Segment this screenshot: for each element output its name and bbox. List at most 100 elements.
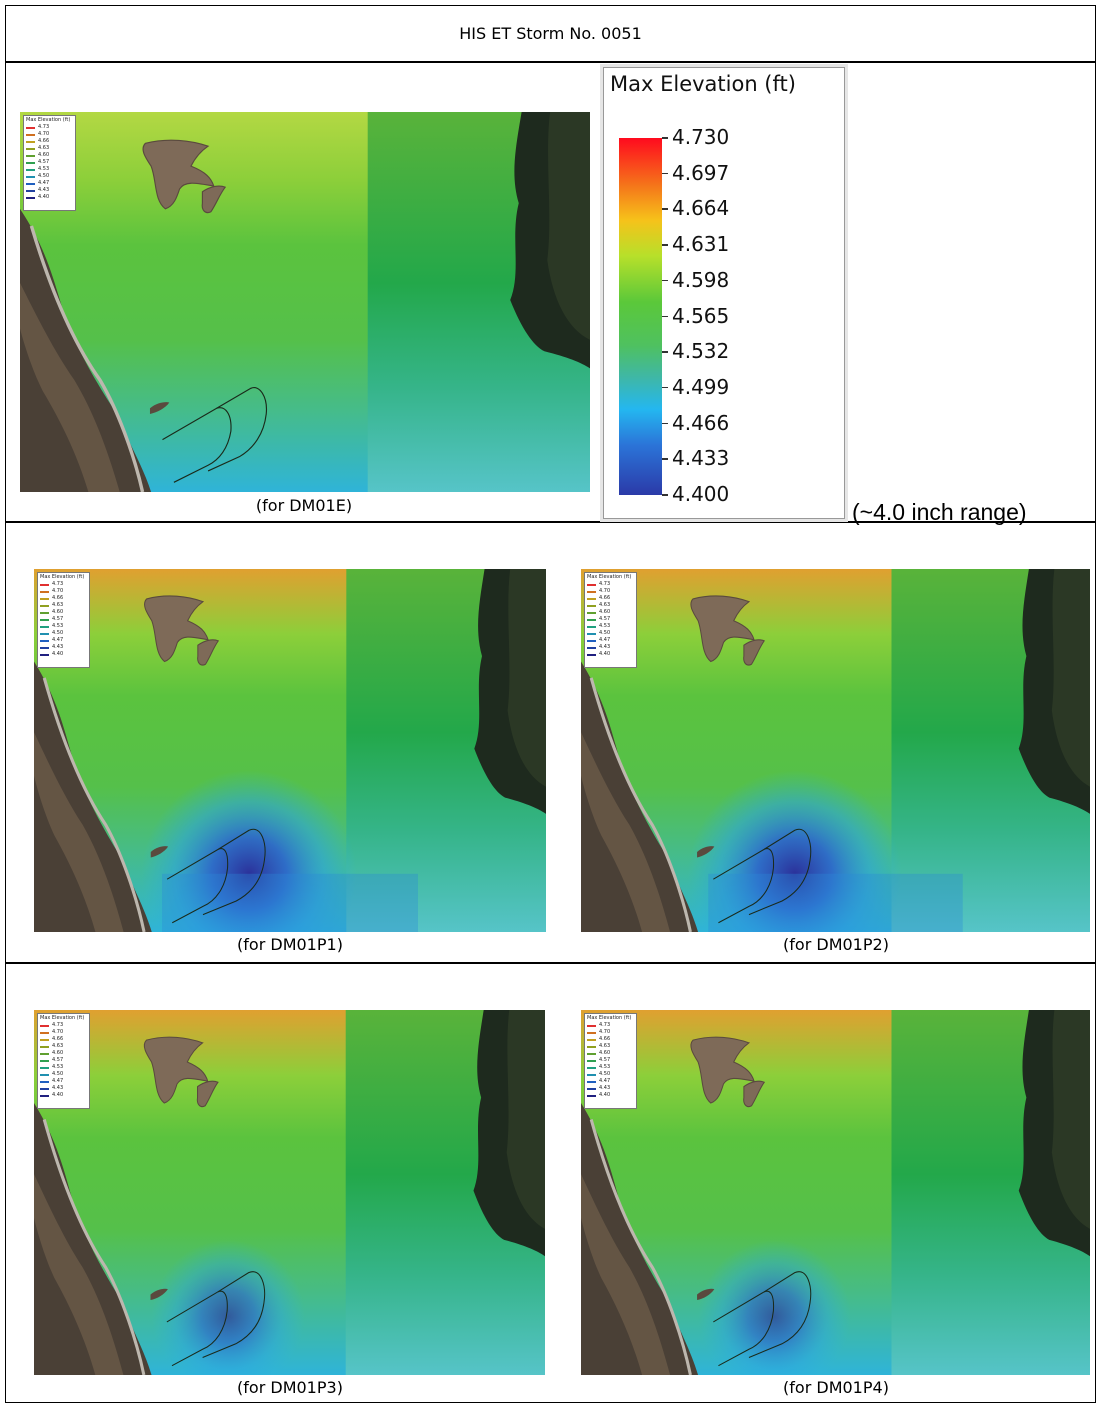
caption-dm01p3: (for DM01P3) <box>237 1378 343 1397</box>
mini-legend-title: Max Elevation (ft) <box>587 1015 632 1021</box>
mini-legend-entry: 4.47 <box>587 1078 634 1085</box>
mini-legend-value: 4.47 <box>52 1078 64 1084</box>
mini-legend-value: 4.60 <box>52 609 64 615</box>
mini-legend-entry: 4.40 <box>26 194 73 201</box>
mini-legend-value: 4.50 <box>599 1071 611 1077</box>
mini-legend-value: 4.70 <box>599 588 611 594</box>
mini-legend-entry: 4.63 <box>40 1043 87 1050</box>
mini-legend-value: 4.57 <box>599 1057 611 1063</box>
mini-legend-value: 4.60 <box>38 152 50 158</box>
mini-legend-swatch <box>26 140 35 143</box>
mini-legend-entry: 4.50 <box>587 1071 634 1078</box>
mini-legend-swatch <box>40 1080 49 1083</box>
mini-legend-entry: 4.70 <box>587 588 634 595</box>
mini-legend-swatch <box>587 1073 596 1076</box>
mini-legend-swatch <box>26 189 35 192</box>
mini-legend-swatch <box>587 1024 596 1027</box>
mini-legend-swatch <box>40 1087 49 1090</box>
mini-legend-title: Max Elevation (ft) <box>40 1015 85 1021</box>
mini-legend-value: 4.60 <box>52 1050 64 1056</box>
table-frame <box>5 5 1096 1403</box>
mini-legend-entry: 4.63 <box>26 145 73 152</box>
legend-tick <box>662 137 668 139</box>
mini-legend: Max Elevation (ft) 4.73 4.70 4.66 4.63 4.60 4.… <box>23 115 76 211</box>
legend-tick <box>662 244 668 246</box>
mini-legend-swatch <box>40 625 49 628</box>
mini-legend-swatch <box>26 168 35 171</box>
mini-legend-value: 4.73 <box>52 1022 64 1028</box>
mini-legend-entry: 4.70 <box>40 1029 87 1036</box>
mini-legend-swatch <box>40 583 49 586</box>
legend-tick <box>662 458 668 460</box>
mini-legend-swatch <box>40 611 49 614</box>
legend-tick-label: 4.565 <box>672 303 730 328</box>
mini-legend-swatch <box>587 1052 596 1055</box>
mini-legend-value: 4.66 <box>52 595 64 601</box>
mini-legend-entry: 4.60 <box>587 1050 634 1057</box>
mini-legend-value: 4.63 <box>599 602 611 608</box>
mini-legend-value: 4.40 <box>38 194 50 200</box>
elevation-map <box>34 569 546 932</box>
mini-legend-entry: 4.60 <box>26 152 73 159</box>
mini-legend-swatch <box>26 154 35 157</box>
mini-legend-entry: 4.60 <box>587 609 634 616</box>
map-panel-dm01p4: Max Elevation (ft) 4.73 4.70 4.66 4.63 4.60 4.… <box>581 1010 1090 1375</box>
mini-legend-entry: 4.57 <box>587 1057 634 1064</box>
legend-tick-label: 4.730 <box>672 125 730 149</box>
mini-legend-entry: 4.63 <box>40 602 87 609</box>
mini-legend-value: 4.40 <box>52 651 64 657</box>
mini-legend-entry: 4.53 <box>587 623 634 630</box>
mini-legend-entry: 4.50 <box>40 630 87 637</box>
mini-legend-swatch <box>587 1094 596 1097</box>
mini-legend-value: 4.66 <box>52 1036 64 1042</box>
map-panel-dm01p3: Max Elevation (ft) 4.73 4.70 4.66 4.63 4.60 4.… <box>34 1010 545 1375</box>
mini-legend-value: 4.73 <box>52 581 64 587</box>
mini-legend-value: 4.73 <box>38 124 50 130</box>
mini-legend-entry: 4.57 <box>40 1057 87 1064</box>
mini-legend-value: 4.53 <box>52 623 64 629</box>
mini-legend-swatch <box>587 618 596 621</box>
mini-legend-value: 4.73 <box>599 1022 611 1028</box>
mini-legend-swatch <box>587 583 596 586</box>
mini-legend-swatch <box>587 1080 596 1083</box>
mini-legend-entry: 4.47 <box>40 637 87 644</box>
mini-legend-swatch <box>26 182 35 185</box>
legend-tick-label: 4.433 <box>672 446 730 471</box>
mini-legend-entry: 4.53 <box>26 166 73 173</box>
mini-legend-entry: 4.57 <box>26 159 73 166</box>
mini-legend-entry: 4.73 <box>40 581 87 588</box>
legend-title: Max Elevation (ft) <box>610 72 796 96</box>
mini-legend-swatch <box>587 1045 596 1048</box>
mini-legend-value: 4.57 <box>599 616 611 622</box>
elevation-map <box>581 1010 1090 1375</box>
mini-legend-entry: 4.40 <box>40 1092 87 1099</box>
elevation-map <box>581 569 1090 932</box>
mini-legend-swatch <box>40 618 49 621</box>
legend-tick-label: 4.664 <box>672 196 730 221</box>
mini-legend-swatch <box>587 653 596 656</box>
mini-legend-swatch <box>587 590 596 593</box>
mini-legend-entry: 4.66 <box>40 1036 87 1043</box>
mini-legend-value: 4.63 <box>599 1043 611 1049</box>
mini-legend: Max Elevation (ft) 4.73 4.70 4.66 4.63 4.60 4.… <box>37 1013 90 1109</box>
page-title: HIS ET Storm No. 0051 <box>459 24 642 43</box>
mini-legend-value: 4.57 <box>52 616 64 622</box>
mini-legend-swatch <box>587 1038 596 1041</box>
mini-legend-swatch <box>587 639 596 642</box>
legend-tick-label: 4.400 <box>672 482 730 506</box>
mini-legend-value: 4.43 <box>599 1085 611 1091</box>
mini-legend-value: 4.43 <box>52 1085 64 1091</box>
mini-legend-value: 4.50 <box>52 630 64 636</box>
mini-legend-entry: 4.53 <box>40 623 87 630</box>
mini-legend-entry: 4.66 <box>587 1036 634 1043</box>
mini-legend-entry: 4.73 <box>40 1022 87 1029</box>
elevation-map <box>20 112 590 492</box>
mini-legend-value: 4.53 <box>599 1064 611 1070</box>
mini-legend-swatch <box>40 604 49 607</box>
mini-legend-value: 4.50 <box>38 173 50 179</box>
mini-legend-swatch <box>40 1052 49 1055</box>
elevation-map <box>34 1010 545 1375</box>
mini-legend-swatch <box>40 1094 49 1097</box>
row-divider <box>5 61 1096 63</box>
mini-legend-value: 4.57 <box>52 1057 64 1063</box>
